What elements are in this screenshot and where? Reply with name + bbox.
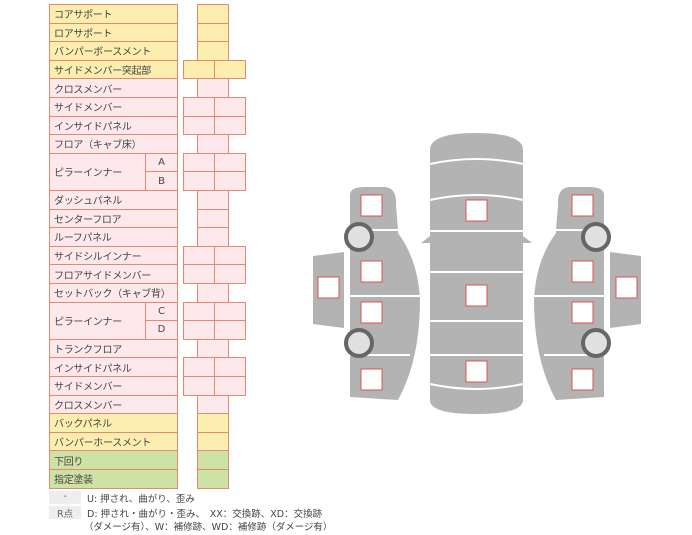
damage-marker[interactable] xyxy=(465,360,488,383)
damage-marker[interactable] xyxy=(317,276,340,299)
legend-text: （ダメージ有）、W：補修跡、WD：補修跡（ダメージ有） xyxy=(84,522,333,533)
rating-cell[interactable] xyxy=(214,115,246,136)
damage-marker[interactable] xyxy=(571,194,594,217)
legend-key: R点 xyxy=(49,506,81,520)
row-label: ピラーインナー xyxy=(49,152,146,191)
legend-text: D: 押され・曲がり・歪み、 XX：交換跡、XD：交換跡 xyxy=(87,509,323,520)
row-label: 指定塗装 xyxy=(49,469,178,489)
wheel-icon xyxy=(344,328,374,358)
rating-cell[interactable] xyxy=(214,376,246,396)
rating-cell[interactable] xyxy=(214,59,246,80)
damage-marker[interactable] xyxy=(360,368,383,391)
damage-marker[interactable] xyxy=(571,260,594,283)
rating-cell[interactable] xyxy=(197,469,229,489)
rating-cell[interactable] xyxy=(214,264,246,284)
car-shoulder-right xyxy=(523,236,532,243)
car-right-side xyxy=(534,187,604,400)
damage-marker[interactable] xyxy=(360,194,383,217)
damage-marker[interactable] xyxy=(465,199,488,222)
damage-marker[interactable] xyxy=(571,301,594,324)
damage-marker[interactable] xyxy=(360,301,383,324)
legend-text: U: 押され、曲がり、歪み xyxy=(87,494,195,505)
wheel-icon xyxy=(581,222,611,252)
rating-cell[interactable] xyxy=(214,320,246,340)
row-label: ピラーインナー xyxy=(49,301,146,340)
rating-cell[interactable] xyxy=(214,171,246,191)
legend-key: - xyxy=(49,491,81,504)
car-roof-center xyxy=(430,133,523,414)
damage-marker[interactable] xyxy=(615,276,638,299)
damage-marker[interactable] xyxy=(360,260,383,283)
car-left-side xyxy=(350,187,420,400)
car-shoulder-left xyxy=(421,236,430,243)
damage-marker[interactable] xyxy=(465,284,488,307)
wheel-icon xyxy=(581,328,611,358)
damage-marker[interactable] xyxy=(571,368,594,391)
wheel-icon xyxy=(344,222,374,252)
